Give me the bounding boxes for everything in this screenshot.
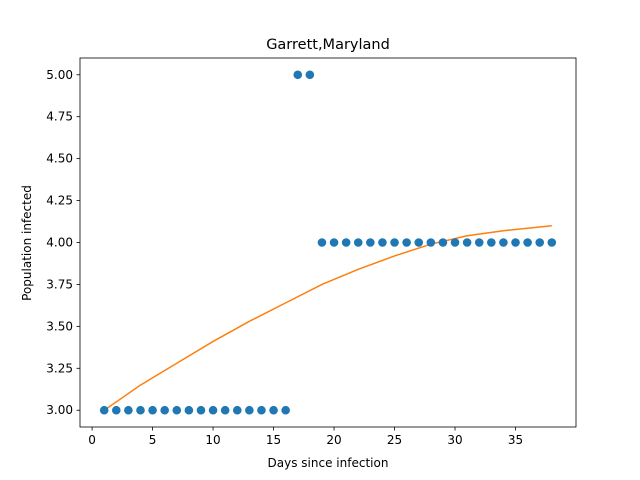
- data-point: [341, 238, 351, 247]
- data-point: [257, 405, 266, 415]
- data-point: [136, 405, 145, 415]
- y-tick-label: 5.00: [46, 68, 73, 82]
- data-point: [390, 238, 399, 247]
- data-point: [426, 238, 436, 247]
- x-tick-label: 15: [266, 433, 281, 447]
- data-point: [378, 238, 387, 247]
- y-tick-label: 4.25: [46, 194, 73, 208]
- data-point: [329, 238, 339, 247]
- data-point: [184, 405, 194, 415]
- data-point: [438, 238, 448, 247]
- y-tick-label: 3.75: [46, 277, 73, 291]
- data-point: [487, 238, 496, 247]
- y-axis-title: Population infected: [20, 185, 34, 301]
- data-point: [353, 238, 363, 247]
- x-tick-label: 0: [88, 433, 96, 447]
- data-point: [511, 238, 520, 247]
- y-tick-label: 4.75: [46, 110, 73, 124]
- x-tick-label: 35: [508, 433, 523, 447]
- x-tick-label: 5: [149, 433, 157, 447]
- data-point: [535, 238, 545, 247]
- data-point: [172, 405, 182, 415]
- data-point: [160, 405, 169, 415]
- data-point: [245, 405, 254, 415]
- data-point: [269, 405, 278, 415]
- data-point: [281, 405, 290, 415]
- x-tick-label: 25: [387, 433, 402, 447]
- y-tick-label: 3.00: [46, 403, 73, 417]
- data-point: [499, 238, 508, 247]
- data-point: [305, 70, 315, 80]
- y-tick-label: 3.25: [46, 361, 73, 375]
- data-point: [220, 405, 230, 415]
- x-axis-title: Days since infection: [268, 456, 389, 470]
- data-point: [366, 238, 375, 247]
- data-point: [317, 238, 327, 247]
- data-point: [474, 238, 484, 247]
- data-point: [148, 405, 157, 415]
- y-tick-label: 3.50: [46, 319, 73, 333]
- data-point: [208, 405, 218, 415]
- data-point: [523, 238, 532, 247]
- x-tick-label: 20: [326, 433, 341, 447]
- data-point: [450, 238, 460, 247]
- y-tick-label: 4.00: [46, 236, 73, 250]
- data-point: [99, 405, 109, 415]
- fit-curve-line: [103, 224, 552, 411]
- data-point: [196, 405, 206, 415]
- data-point: [402, 238, 411, 247]
- data-point: [293, 70, 303, 80]
- data-point: [111, 405, 121, 415]
- data-point: [232, 405, 242, 415]
- x-tick-label: 30: [447, 433, 462, 447]
- plot-area: 0 5 10 15 20 25 30 35 3.00 3.25 3.50 3.75 4.00 4.25 4.…: [46, 57, 577, 447]
- data-point: [547, 238, 557, 247]
- x-tick-label: 10: [205, 433, 220, 447]
- data-point: [124, 405, 133, 415]
- y-tick-label: 4.50: [46, 152, 73, 166]
- data-point: [462, 238, 472, 247]
- chart-title: Garrett,Maryland: [266, 37, 390, 53]
- data-point: [414, 238, 424, 247]
